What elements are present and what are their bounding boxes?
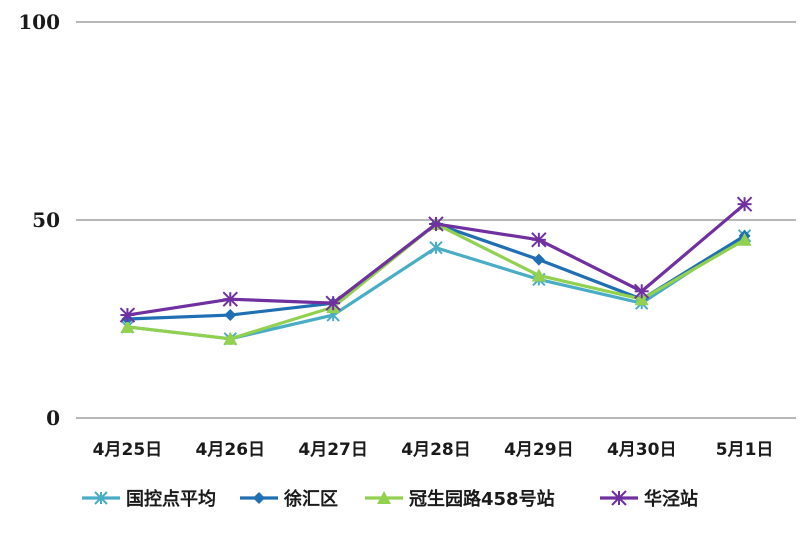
data-point — [736, 196, 753, 212]
data-point — [224, 309, 237, 322]
legend-label: 国控点平均 — [126, 488, 216, 510]
y-tick-label: 0 — [46, 406, 60, 430]
legend-label: 徐汇区 — [283, 488, 338, 510]
data-point — [532, 253, 545, 266]
data-point — [94, 491, 108, 505]
x-axis-category-labels: 4月25日 4月26日 4月27日 4月28日 4月29日 4月30日 5月1日 — [93, 440, 774, 460]
series-layer — [119, 196, 753, 346]
data-point — [634, 283, 650, 299]
series-1 — [121, 217, 751, 325]
x-tick-label: 4月28日 — [401, 440, 471, 460]
data-point — [222, 291, 238, 307]
x-tick-label: 4月27日 — [298, 440, 368, 460]
legend-label: 冠生园路458号站 — [409, 488, 555, 510]
series-line — [127, 222, 746, 321]
y-tick-label: 100 — [18, 10, 60, 34]
x-tick-label: 4月26日 — [196, 440, 266, 460]
legend-item: 徐汇区 — [240, 488, 338, 510]
legend-label: 华泾站 — [644, 488, 698, 510]
series-3 — [119, 196, 753, 323]
x-tick-label: 4月25日 — [93, 440, 163, 460]
data-point — [325, 295, 341, 311]
legend: 国控点平均 徐汇区 冠生园路458号站 华泾站 — [82, 488, 698, 510]
data-point — [531, 268, 546, 282]
data-point — [223, 331, 238, 345]
data-point — [120, 319, 135, 333]
legend-item: 冠生园路458号站 — [365, 488, 555, 510]
y-tick-label: 50 — [32, 208, 60, 232]
data-point — [634, 292, 649, 306]
data-point — [377, 491, 391, 504]
x-tick-label: 4月30日 — [607, 440, 677, 460]
series-0 — [120, 229, 752, 346]
x-tick-label: 4月29日 — [504, 440, 574, 460]
data-point — [611, 490, 627, 506]
data-point — [119, 307, 136, 323]
series-2 — [120, 216, 752, 345]
data-point — [531, 232, 547, 248]
y-axis-tick-labels: 0 50 100 — [18, 10, 60, 430]
data-point — [253, 492, 265, 504]
legend-item: 华泾站 — [600, 488, 698, 510]
x-tick-label: 5月1日 — [716, 440, 774, 460]
data-point — [737, 232, 752, 246]
legend-item: 国控点平均 — [82, 488, 216, 510]
data-point — [428, 216, 444, 232]
data-point — [429, 241, 443, 255]
